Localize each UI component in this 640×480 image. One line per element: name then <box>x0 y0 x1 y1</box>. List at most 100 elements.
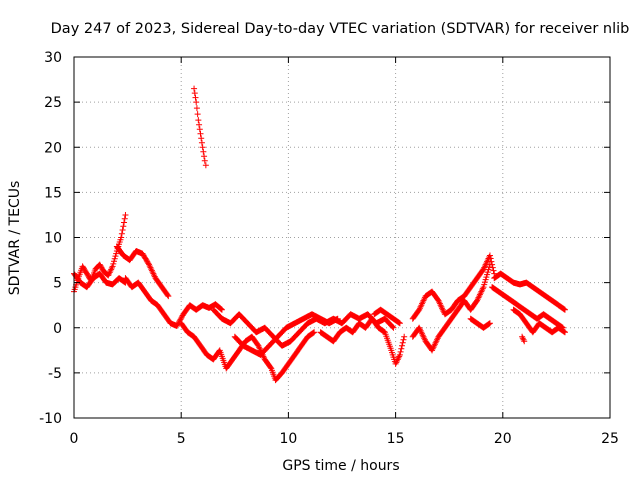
data-point <box>198 139 205 146</box>
x-tick-label: 20 <box>494 431 512 447</box>
data-point <box>122 211 129 218</box>
data-point <box>486 320 493 327</box>
data-point <box>202 162 209 169</box>
y-tick-label: 30 <box>44 50 62 66</box>
data-point <box>521 338 528 345</box>
data-point <box>561 329 568 336</box>
data-point <box>560 328 567 335</box>
data-point <box>113 250 120 257</box>
data-point <box>198 135 205 142</box>
data-point <box>481 279 488 286</box>
data-point <box>193 105 200 112</box>
x-tick-label: 10 <box>279 431 297 447</box>
x-tick-label: 0 <box>70 431 79 447</box>
data-point <box>119 226 126 233</box>
data-point <box>178 313 185 320</box>
data-point <box>473 298 480 305</box>
data-point <box>201 153 208 160</box>
data-point <box>396 319 403 326</box>
y-tick-label: 25 <box>44 95 62 111</box>
x-tick-label: 25 <box>601 431 619 447</box>
data-point <box>196 126 203 133</box>
data-point <box>519 335 526 342</box>
data-point <box>200 148 207 155</box>
data-point <box>191 85 198 92</box>
data-point <box>310 329 317 336</box>
y-tick-label: 5 <box>53 276 62 292</box>
y-tick-label: -5 <box>48 366 62 382</box>
data-point <box>334 315 341 322</box>
data-point <box>192 94 199 101</box>
data-point <box>309 330 316 337</box>
data-point <box>400 336 407 343</box>
axis-ticks: 0 5 10 15 20 25 -10 -5 0 5 10 15 20 25 30 <box>39 50 619 447</box>
data-point <box>389 323 396 330</box>
data-point <box>520 336 527 343</box>
data-point <box>109 263 116 270</box>
y-tick-label: 10 <box>44 231 62 247</box>
data-point <box>193 99 200 106</box>
data-point <box>120 223 127 230</box>
data-point <box>401 333 408 340</box>
data-point <box>396 320 403 327</box>
data-point <box>311 329 318 336</box>
y-tick-label: 20 <box>44 140 62 156</box>
data-point <box>121 219 128 226</box>
data-point <box>485 266 492 273</box>
data-point <box>398 345 405 352</box>
data-point <box>484 269 491 276</box>
data-point <box>201 157 208 164</box>
data-point <box>254 341 261 348</box>
data-point <box>561 328 568 335</box>
data-point <box>486 264 493 271</box>
data-point <box>381 328 388 335</box>
data-point <box>145 260 152 267</box>
data-point <box>176 317 183 324</box>
data-point <box>112 253 119 260</box>
data-point <box>118 230 125 237</box>
data-point <box>118 234 125 241</box>
y-tick-label: 0 <box>53 321 62 337</box>
y-axis-label: SDTVAR / TECUs <box>7 181 23 296</box>
data-point <box>173 322 180 329</box>
chart-title: Day 247 of 2023, Sidereal Day-to-day VTE… <box>51 21 630 37</box>
data-point <box>397 348 404 355</box>
data-point <box>380 328 387 335</box>
data-point <box>480 284 487 291</box>
data-point <box>390 324 397 331</box>
data-point <box>487 255 494 262</box>
data-point <box>110 260 117 267</box>
data-point <box>218 306 225 313</box>
data-points <box>71 85 568 384</box>
data-point <box>399 339 406 346</box>
data-point <box>488 258 495 265</box>
data-point <box>395 319 402 326</box>
data-point <box>177 316 184 323</box>
data-point <box>481 281 488 288</box>
data-point <box>490 267 497 274</box>
data-point <box>195 117 202 124</box>
grid-lines <box>74 57 610 418</box>
data-point <box>486 320 493 327</box>
data-point <box>199 144 206 151</box>
y-tick-label: 15 <box>44 185 62 201</box>
data-point <box>267 364 274 371</box>
data-point <box>399 342 406 349</box>
data-point <box>111 255 118 262</box>
data-point <box>165 293 172 300</box>
data-point <box>486 261 493 268</box>
data-point <box>218 306 225 313</box>
x-tick-label: 5 <box>177 431 186 447</box>
data-point <box>484 271 491 278</box>
data-point <box>178 315 185 322</box>
data-point <box>479 267 486 274</box>
data-point <box>216 348 223 355</box>
y-tick-label: -10 <box>39 411 62 427</box>
data-point <box>482 276 489 283</box>
data-point <box>489 264 496 271</box>
data-point <box>121 215 128 222</box>
data-point <box>415 307 422 314</box>
x-axis-label: GPS time / hours <box>282 458 399 474</box>
data-point <box>196 121 203 128</box>
